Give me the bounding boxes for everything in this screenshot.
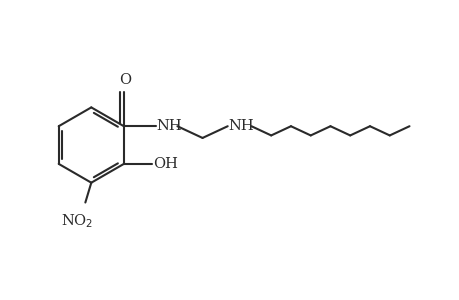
- Text: NH: NH: [228, 119, 254, 133]
- Text: NO$_2$: NO$_2$: [61, 212, 93, 230]
- Text: O: O: [118, 73, 131, 87]
- Text: NH: NH: [156, 119, 182, 133]
- Text: OH: OH: [152, 157, 177, 171]
